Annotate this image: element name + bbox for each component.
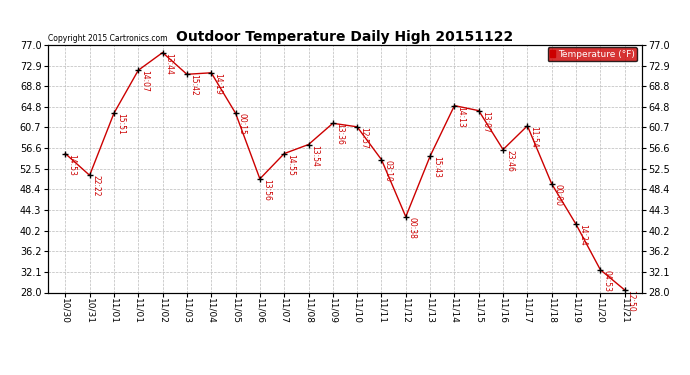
Title: Outdoor Temperature Daily High 20151122: Outdoor Temperature Daily High 20151122 xyxy=(177,30,513,44)
Text: Copyright 2015 Cartronics.com: Copyright 2015 Cartronics.com xyxy=(48,33,168,42)
Text: 14:19: 14:19 xyxy=(213,73,222,94)
Text: 15:43: 15:43 xyxy=(432,156,441,178)
Text: 13:56: 13:56 xyxy=(262,179,271,201)
Text: 14:53: 14:53 xyxy=(67,154,77,176)
Text: 00:15: 00:15 xyxy=(237,113,246,135)
Text: 15:42: 15:42 xyxy=(189,74,198,96)
Text: 13:36: 13:36 xyxy=(335,123,344,145)
Text: 12:50: 12:50 xyxy=(627,290,635,312)
Text: 13:07: 13:07 xyxy=(481,111,490,132)
Legend: Temperature (°F): Temperature (°F) xyxy=(548,47,637,62)
Text: 22:22: 22:22 xyxy=(92,176,101,197)
Text: 04:53: 04:53 xyxy=(602,270,611,292)
Text: 14:24: 14:24 xyxy=(578,224,587,246)
Text: 00:38: 00:38 xyxy=(408,217,417,238)
Text: 03:10: 03:10 xyxy=(384,160,393,182)
Text: 12:57: 12:57 xyxy=(359,127,368,148)
Text: 15:51: 15:51 xyxy=(116,113,125,135)
Text: 11:54: 11:54 xyxy=(529,126,538,148)
Text: 00:00: 00:00 xyxy=(553,184,562,206)
Text: 14:13: 14:13 xyxy=(456,106,465,128)
Text: 23:46: 23:46 xyxy=(505,150,514,171)
Text: 13:44: 13:44 xyxy=(164,53,174,75)
Text: 14:07: 14:07 xyxy=(140,70,149,92)
Text: 13:54: 13:54 xyxy=(310,144,319,166)
Text: 14:55: 14:55 xyxy=(286,154,295,176)
